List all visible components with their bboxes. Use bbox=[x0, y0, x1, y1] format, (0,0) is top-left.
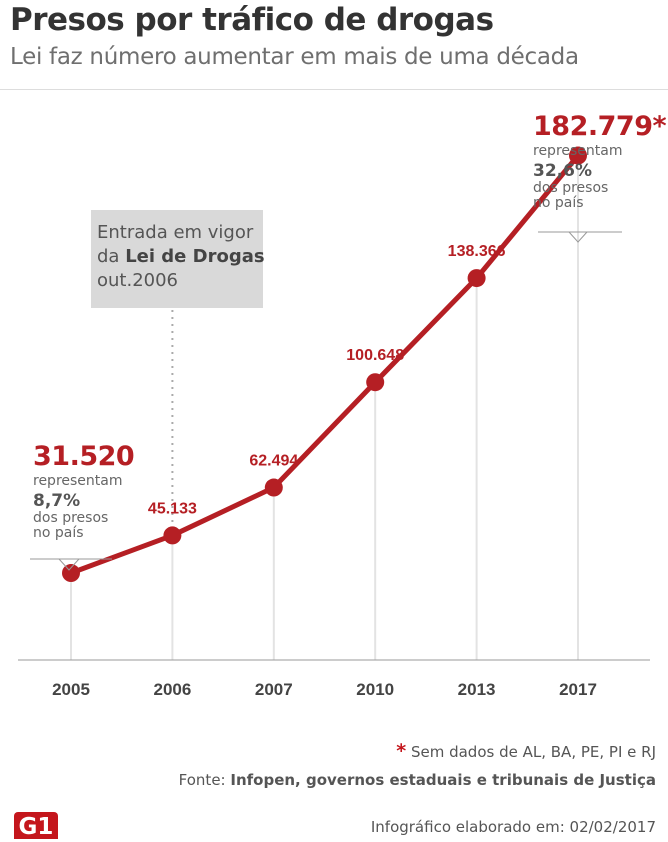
data-point-2007 bbox=[264, 478, 283, 497]
vertical-gridlines bbox=[70, 155, 579, 660]
x-tick-2007: 2007 bbox=[255, 680, 293, 699]
annotation-text: Entrada em vigor da Lei de Drogas out.20… bbox=[97, 221, 265, 293]
value-label-2013: 138.366 bbox=[448, 243, 506, 260]
x-tick-2010: 2010 bbox=[356, 680, 394, 699]
callout-last: 182.779* representam 32,6% dos presos no… bbox=[533, 111, 667, 211]
header-divider bbox=[0, 89, 668, 90]
callout-last-represent: representam bbox=[533, 143, 623, 159]
callout-first-desc1: dos presos bbox=[33, 510, 109, 526]
data-point-2005 bbox=[62, 564, 80, 583]
g1-logo: G1 bbox=[14, 812, 58, 840]
value-label-2010: 100.648 bbox=[346, 347, 404, 364]
annotation-box bbox=[91, 210, 263, 308]
callout-bracket-first bbox=[30, 558, 112, 571]
footnote-star: * bbox=[396, 740, 407, 762]
data-point-2010 bbox=[366, 373, 385, 392]
source-prefix: Fonte: bbox=[178, 771, 231, 789]
callout-last-desc1: dos presos bbox=[533, 180, 609, 196]
callout-first-represent: representam bbox=[33, 473, 123, 489]
annotation-line3: out.2006 bbox=[97, 270, 179, 291]
x-tick-2013: 2013 bbox=[458, 680, 496, 699]
callout-first-desc2: no país bbox=[33, 525, 84, 541]
source-text: Infopen, governos estaduais e tribunais … bbox=[230, 771, 656, 789]
value-labels: 45.133 62.494 100.648 138.366 bbox=[148, 243, 506, 517]
data-points bbox=[62, 146, 587, 583]
chart-title: Presos por tráfico de drogas bbox=[10, 2, 494, 38]
data-point-2017 bbox=[569, 146, 587, 165]
data-point-2013 bbox=[467, 269, 486, 288]
chart-subtitle: Lei faz número aumentar em mais de uma d… bbox=[10, 44, 579, 70]
x-tick-labels: 2005 2006 2007 2010 2013 2017 bbox=[52, 680, 597, 699]
value-label-2007: 62.494 bbox=[249, 453, 298, 470]
x-tick-2006: 2006 bbox=[153, 680, 191, 699]
x-tick-2017: 2017 bbox=[559, 680, 597, 699]
callout-last-value: 182.779* bbox=[533, 111, 667, 142]
footnote-text: Sem dados de AL, BA, PE, PI e RJ bbox=[410, 743, 656, 761]
data-point-2006 bbox=[163, 526, 182, 545]
callout-first-percent: 8,7% bbox=[33, 491, 81, 511]
callout-first-value: 31.520 bbox=[33, 441, 135, 472]
callout-last-percent: 32,6% bbox=[533, 161, 592, 181]
x-tick-2005: 2005 bbox=[52, 680, 90, 699]
credit: Infográfico elaborado em: 02/02/2017 bbox=[370, 818, 656, 836]
callout-last-desc2: no país bbox=[533, 195, 584, 211]
annotation-line1: Entrada em vigor bbox=[97, 222, 254, 243]
footnote: * Sem dados de AL, BA, PE, PI e RJ bbox=[396, 740, 656, 762]
value-label-2006: 45.133 bbox=[148, 500, 197, 517]
callout-first: 31.520 representam 8,7% dos presos no pa… bbox=[33, 441, 135, 541]
callout-bracket-last bbox=[538, 231, 622, 243]
series-line bbox=[68, 153, 581, 576]
source: Fonte: Infopen, governos estaduais e tri… bbox=[179, 771, 656, 789]
annotation-line2: da Lei de Drogas bbox=[97, 246, 265, 267]
